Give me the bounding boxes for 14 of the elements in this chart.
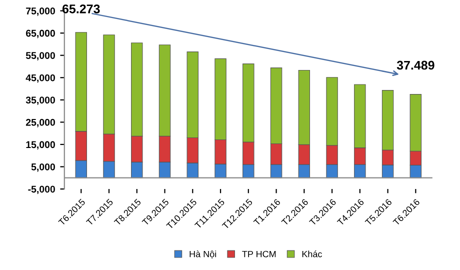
y-tick-label: -5,000 — [28, 186, 55, 194]
annotation: 37.489 — [396, 60, 434, 70]
y-tick-label: 45,000 — [26, 74, 55, 83]
y-tick-label: 55,000 — [26, 52, 55, 60]
annotation: 65.273 — [62, 4, 100, 14]
y-tick-label: 15,000 — [26, 141, 55, 150]
y-tick-label: 25,000 — [26, 118, 55, 128]
legend-label: Hà Nội — [190, 250, 216, 259]
y-tick-label: 5,000 — [31, 163, 55, 172]
y-tick-label: 35,000 — [26, 96, 55, 105]
y-tick-label: 75,000 — [26, 8, 55, 16]
y-tick-label: 65,000 — [26, 30, 55, 38]
legend-label: TP HCM — [242, 250, 276, 258]
legend-label: Khác — [302, 250, 322, 258]
